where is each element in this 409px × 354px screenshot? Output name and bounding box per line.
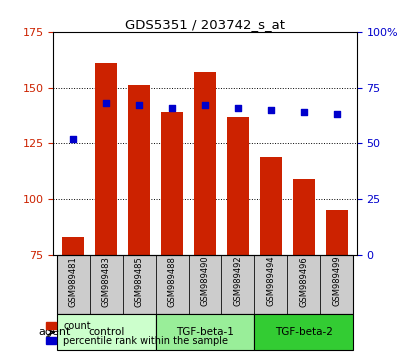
FancyBboxPatch shape	[221, 255, 254, 314]
FancyBboxPatch shape	[188, 255, 221, 314]
Point	[70, 136, 76, 142]
Bar	[227, 116, 248, 255]
Title: GDS5351 / 203742_s_at: GDS5351 / 203742_s_at	[125, 18, 284, 31]
Text: GSM989490: GSM989490	[200, 256, 209, 307]
Legend: count, percentile rank within the sample: count, percentile rank within the sample	[46, 321, 228, 346]
Text: TGF-beta-1: TGF-beta-1	[175, 327, 234, 337]
Bar	[62, 237, 83, 255]
Text: agent: agent	[38, 327, 70, 337]
Point	[201, 103, 208, 108]
Text: GSM989492: GSM989492	[233, 256, 242, 307]
Text: GSM989499: GSM989499	[332, 256, 341, 307]
Bar	[194, 72, 215, 255]
Text: GSM989483: GSM989483	[101, 256, 110, 307]
Point	[300, 109, 306, 115]
Point	[234, 105, 240, 110]
FancyBboxPatch shape	[254, 255, 287, 314]
FancyBboxPatch shape	[56, 255, 89, 314]
FancyBboxPatch shape	[287, 255, 320, 314]
FancyBboxPatch shape	[155, 255, 188, 314]
Text: control: control	[88, 327, 124, 337]
Bar	[260, 157, 281, 255]
FancyBboxPatch shape	[254, 314, 353, 350]
Bar	[95, 63, 117, 255]
FancyBboxPatch shape	[122, 255, 155, 314]
FancyBboxPatch shape	[155, 314, 254, 350]
Point	[267, 107, 274, 113]
Bar	[292, 179, 314, 255]
FancyBboxPatch shape	[56, 314, 155, 350]
Text: TGF-beta-2: TGF-beta-2	[274, 327, 332, 337]
Bar	[161, 112, 182, 255]
Bar	[326, 210, 347, 255]
Text: GSM989485: GSM989485	[134, 256, 143, 307]
Point	[135, 103, 142, 108]
Text: GSM989494: GSM989494	[266, 256, 275, 307]
Bar	[128, 85, 149, 255]
Text: GSM989481: GSM989481	[68, 256, 77, 307]
Text: GSM989496: GSM989496	[299, 256, 308, 307]
Point	[169, 105, 175, 110]
Point	[103, 101, 109, 106]
Text: GSM989488: GSM989488	[167, 256, 176, 307]
FancyBboxPatch shape	[320, 255, 353, 314]
Point	[333, 112, 339, 117]
FancyBboxPatch shape	[89, 255, 122, 314]
